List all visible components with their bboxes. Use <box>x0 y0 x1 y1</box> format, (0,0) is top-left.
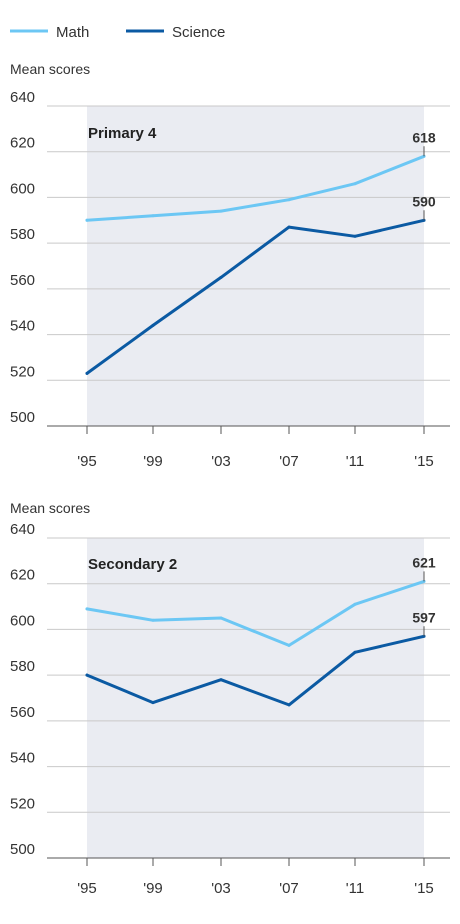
y-tick-label: 580 <box>10 226 35 243</box>
data-point-math <box>287 643 291 647</box>
end-label-math: 621 <box>412 554 436 570</box>
data-point-science <box>353 234 357 238</box>
data-point-math <box>353 182 357 186</box>
plot-band <box>87 106 424 426</box>
x-tick-label: '07 <box>279 880 299 897</box>
end-label-science: 590 <box>412 193 436 209</box>
x-tick-label: '15 <box>414 453 434 470</box>
x-tick-label: '99 <box>143 880 163 897</box>
x-tick-label: '07 <box>279 453 299 470</box>
x-tick-label: '95 <box>77 880 97 897</box>
panel-title: Primary 4 <box>88 125 157 142</box>
series-line-science <box>85 634 426 707</box>
y-tick-label: 640 <box>10 521 35 538</box>
y-tick-label: 640 <box>10 89 35 106</box>
y-tick-label: 620 <box>10 135 35 152</box>
data-point-science <box>287 225 291 229</box>
legend-label-math: Math <box>56 24 89 41</box>
data-point-math <box>151 618 155 622</box>
panel-title: Secondary 2 <box>88 556 177 573</box>
data-point-math <box>85 218 89 222</box>
series-line-math <box>85 154 426 222</box>
y-tick-label: 520 <box>10 795 35 812</box>
data-point-math <box>353 602 357 606</box>
data-point-math <box>219 209 223 213</box>
y-tick-label: 560 <box>10 272 35 289</box>
plot-band <box>87 538 424 858</box>
data-point-science <box>353 650 357 654</box>
y-tick-label: 520 <box>10 363 35 380</box>
data-point-science <box>151 323 155 327</box>
y-tick-label: 620 <box>10 567 35 584</box>
data-point-science <box>287 703 291 707</box>
x-tick-label: '03 <box>211 880 231 897</box>
data-point-science <box>151 701 155 705</box>
y-tick-label: 600 <box>10 180 35 197</box>
data-point-science <box>219 678 223 682</box>
y-axis-label: Mean scores <box>10 61 90 77</box>
data-point-math <box>151 214 155 218</box>
x-tick-label: '15 <box>414 880 434 897</box>
y-tick-label: 500 <box>10 841 35 858</box>
end-label-math: 618 <box>412 129 436 145</box>
data-point-science <box>219 275 223 279</box>
y-tick-label: 540 <box>10 318 35 335</box>
data-point-science <box>85 371 89 375</box>
legend-label-science: Science <box>172 24 225 41</box>
y-tick-label: 580 <box>10 658 35 675</box>
x-tick-label: '03 <box>211 453 231 470</box>
x-tick-label: '11 <box>346 880 364 897</box>
x-tick-label: '99 <box>143 453 163 470</box>
x-tick-label: '95 <box>77 453 97 470</box>
data-point-math <box>219 616 223 620</box>
data-point-math <box>287 198 291 202</box>
y-axis-label: Mean scores <box>10 500 90 516</box>
y-tick-label: 560 <box>10 704 35 721</box>
data-point-science <box>85 673 89 677</box>
y-tick-label: 600 <box>10 612 35 629</box>
y-tick-label: 540 <box>10 750 35 767</box>
data-point-math <box>85 607 89 611</box>
x-tick-label: '11 <box>346 453 364 470</box>
end-label-science: 597 <box>412 609 436 625</box>
series-line-science <box>85 218 426 375</box>
y-tick-label: 500 <box>10 409 35 426</box>
series-line-math <box>85 579 426 647</box>
